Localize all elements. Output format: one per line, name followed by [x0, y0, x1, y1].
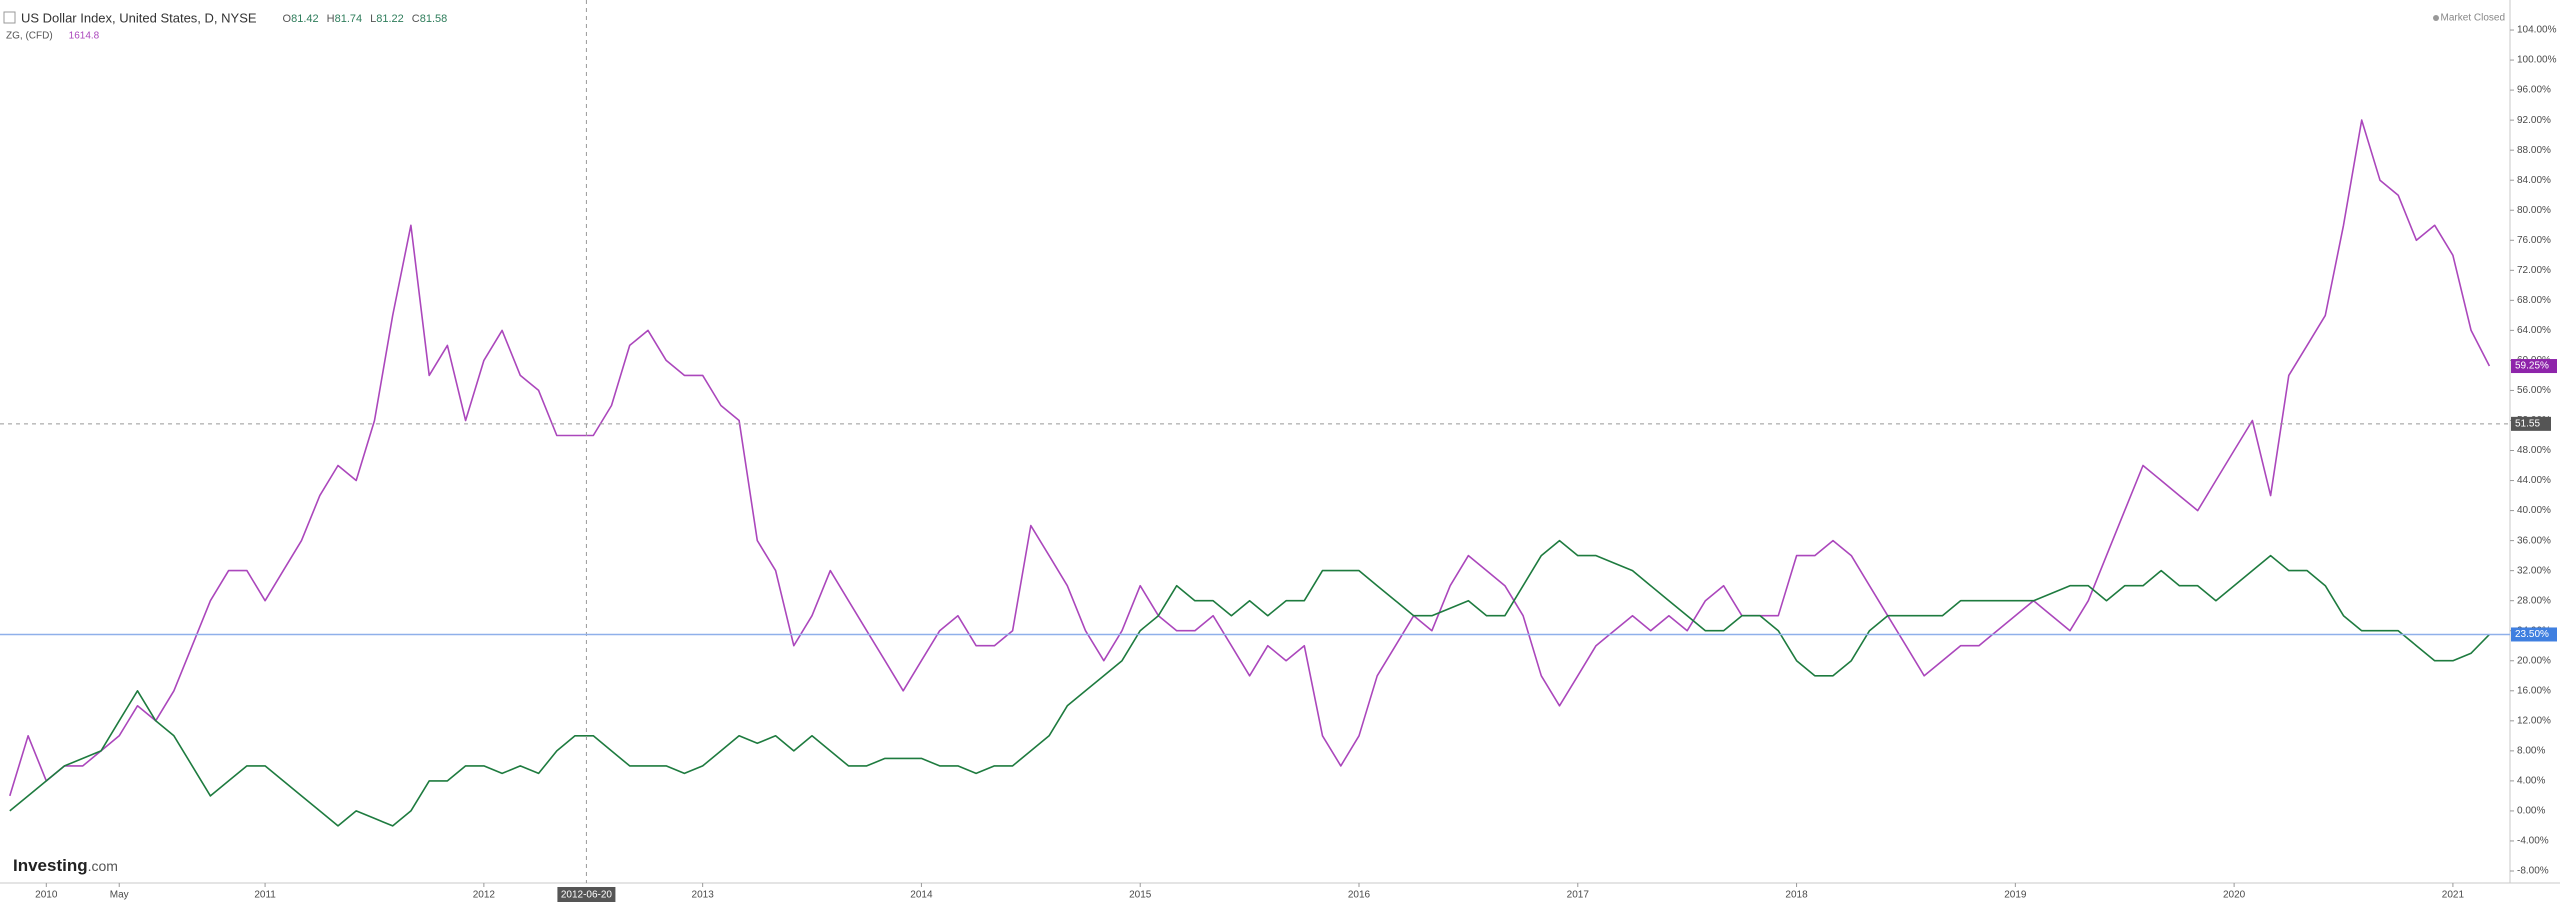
- y-tick-label: 40.00%: [2517, 505, 2551, 516]
- ohlc-key: H: [327, 13, 335, 25]
- y-tick-label: 32.00%: [2517, 565, 2551, 576]
- x-tick-label: 2012: [473, 890, 496, 901]
- x-tick-label: 2016: [1348, 890, 1371, 901]
- logo: Investing.com: [13, 856, 118, 875]
- logo-name: Investing: [13, 856, 88, 875]
- y-tick-label: 0.00%: [2517, 806, 2545, 817]
- x-tick-label: 2021: [2442, 890, 2465, 901]
- y-tick-label: -4.00%: [2517, 836, 2549, 847]
- status-dot: [2433, 15, 2439, 21]
- y-tick-label: 20.00%: [2517, 655, 2551, 666]
- y-tick-label: 96.00%: [2517, 85, 2551, 96]
- y-tick-label: 72.00%: [2517, 265, 2551, 276]
- x-tick-label: 2014: [910, 890, 933, 901]
- y-tick-label: 48.00%: [2517, 445, 2551, 456]
- x-tick-label: 2011: [254, 890, 276, 901]
- x-tick-label: 2010: [35, 890, 58, 901]
- market-status: Market Closed: [2441, 13, 2505, 24]
- crosshair-x-box: [557, 887, 616, 902]
- y-tick-label: 8.00%: [2517, 745, 2545, 756]
- collapse-icon[interactable]: [3, 11, 16, 24]
- y-tick-label: 76.00%: [2517, 235, 2551, 246]
- y-tick-label: 92.00%: [2517, 115, 2551, 126]
- crosshair-y-label: 51.55: [2515, 418, 2540, 429]
- y-tick-label: 36.00%: [2517, 535, 2551, 546]
- logo-suffix: .com: [88, 858, 118, 874]
- y-tick-label: 16.00%: [2517, 685, 2551, 696]
- ohlc-value: 81.22: [376, 13, 404, 25]
- ohlc-key: C: [412, 13, 420, 25]
- x-tick-label: 2013: [692, 890, 715, 901]
- y-tick-label: 64.00%: [2517, 325, 2551, 336]
- crosshair-y-box: [2511, 416, 2551, 431]
- y-tick-label: 56.00%: [2517, 385, 2551, 396]
- x-tick-label: May: [110, 890, 129, 901]
- y-tick-label: 100.00%: [2517, 55, 2557, 66]
- ohlc-key: L: [370, 13, 376, 25]
- last-value-box: [2511, 627, 2557, 642]
- y-tick-label: 12.00%: [2517, 715, 2551, 726]
- y-tick-label: 84.00%: [2517, 175, 2551, 186]
- x-tick-label: 2019: [2004, 890, 2027, 901]
- y-tick-label: 4.00%: [2517, 776, 2545, 787]
- ohlc-value: 81.58: [420, 13, 448, 25]
- compare-value: 1614.8: [69, 31, 100, 42]
- series-line: [9, 119, 2491, 797]
- ohlc: O 81.42 H 81.74 L 81.22 C 81.58: [283, 13, 448, 25]
- y-tick-label: 104.00%: [2517, 25, 2557, 36]
- series-line: [9, 539, 2490, 827]
- symbol-title: US Dollar Index, United States, D, NYSE: [21, 10, 257, 25]
- compare-name: ZG, (CFD): [6, 31, 53, 42]
- x-tick-label: 2017: [1567, 890, 1590, 901]
- x-tick-label: 2020: [2223, 890, 2246, 901]
- y-tick-label: -8.00%: [2517, 866, 2549, 877]
- ohlc-key: O: [283, 13, 292, 25]
- last-value-label: 23.50%: [2515, 629, 2549, 640]
- y-tick-label: 28.00%: [2517, 595, 2551, 606]
- y-tick-label: 80.00%: [2517, 205, 2551, 216]
- x-tick-label: 2015: [1129, 890, 1152, 901]
- ohlc-value: 81.42: [291, 13, 319, 25]
- x-tick-label: 2018: [1785, 890, 1808, 901]
- y-tick-label: 44.00%: [2517, 475, 2551, 486]
- last-value-label: 59.25%: [2515, 361, 2549, 372]
- crosshair-x-label: 2012-06-20: [561, 890, 613, 901]
- y-tick-label: 68.00%: [2517, 295, 2551, 306]
- y-tick-label: 88.00%: [2517, 145, 2551, 156]
- ohlc-value: 81.74: [335, 13, 363, 25]
- last-value-box: [2511, 359, 2557, 374]
